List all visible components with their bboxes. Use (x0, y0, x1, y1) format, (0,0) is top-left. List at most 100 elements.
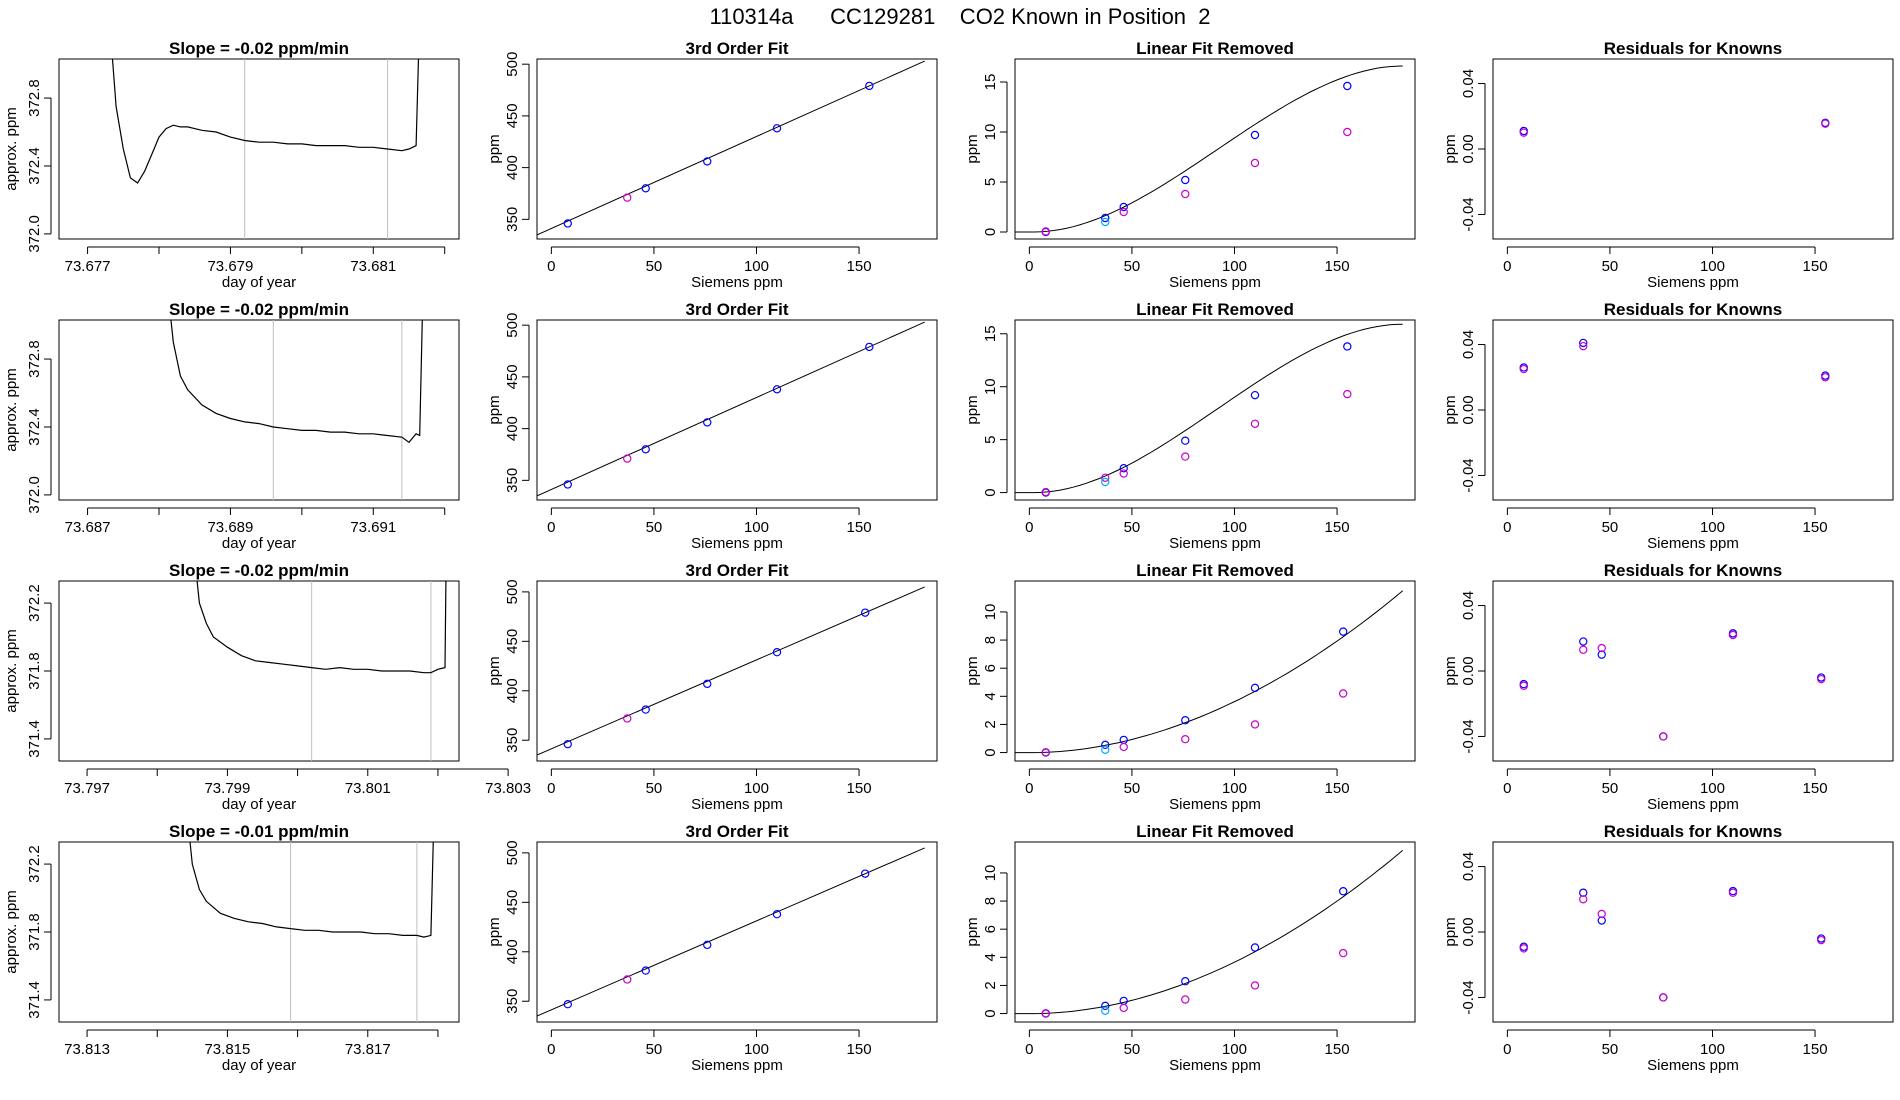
y-tick-label: 0.00 (1460, 917, 1477, 946)
panel-title: Residuals for Knowns (1604, 822, 1783, 841)
data-point (1597, 916, 1606, 925)
y-tick-label: 0.04 (1460, 69, 1477, 98)
data-point (1250, 943, 1260, 952)
y-tick-label: 0.00 (1460, 656, 1477, 685)
panel-title: Residuals for Knowns (1604, 39, 1783, 58)
y-tick-label: 5 (982, 435, 999, 443)
data-point (1181, 716, 1190, 725)
x-tick-label: 0 (1025, 1041, 1033, 1058)
y-tick-label: 8 (982, 636, 999, 644)
x-tick-label: 0 (1025, 780, 1033, 797)
data-point (772, 124, 782, 133)
y-tick-label: 10 (982, 124, 999, 141)
x-tick-label: 73.797 (64, 780, 110, 797)
data-point (1101, 1001, 1110, 1011)
y-tick-label: -0.04 (1460, 719, 1477, 753)
data-point (703, 679, 712, 689)
panel-r1-c3: Linear Fit Removed 0 50 100 150 Siemens ppm 0 5… (964, 39, 1416, 291)
data-point (703, 940, 712, 950)
data-point (772, 648, 782, 657)
panel-title: 3rd Order Fit (686, 300, 789, 319)
data-point (1041, 748, 1050, 757)
y-axis-label: ppm (964, 134, 981, 163)
y-tick-label: 350 (504, 207, 521, 232)
data-point (1250, 158, 1260, 168)
x-tick-label: 100 (744, 519, 769, 536)
y-tick-label: 15 (982, 74, 999, 91)
concentration-trace (189, 842, 434, 938)
x-tick-label: 50 (1124, 780, 1141, 797)
plot-frame (1014, 58, 1416, 240)
y-tick-label: 372.8 (26, 79, 43, 117)
x-tick-label: 0 (547, 258, 555, 275)
y-tick-label: 500 (504, 579, 521, 604)
plot-frame (1014, 319, 1416, 501)
plot-frame (1492, 319, 1894, 501)
panel-title: Linear Fit Removed (1136, 300, 1294, 319)
x-tick-label: 0 (1025, 519, 1033, 536)
x-tick-label: 0 (1503, 780, 1511, 797)
plot-frame (58, 580, 460, 762)
data-point (703, 157, 712, 166)
data-point (1343, 342, 1352, 351)
concentration-trace (196, 581, 447, 674)
y-axis-label: ppm (964, 917, 981, 946)
x-tick-label: 0 (1503, 519, 1511, 536)
data-point (1101, 217, 1110, 227)
x-axis-label: day of year (222, 1057, 296, 1074)
data-point (1817, 674, 1826, 684)
panel-r2-c4: Residuals for Knowns 0 50 100 150 Siemens ppm… (1442, 300, 1894, 552)
data-point (1181, 436, 1190, 445)
x-axis-label: Siemens ppm (691, 796, 783, 813)
plot-area (537, 321, 925, 497)
data-point (1659, 993, 1668, 1002)
y-axis-label: ppm (486, 134, 503, 163)
y-tick-label: 371.4 (26, 981, 43, 1019)
data-point (772, 909, 782, 919)
data-point (563, 999, 572, 1009)
y-tick-label: 372.4 (26, 147, 43, 185)
data-point (1659, 732, 1668, 741)
data-point (1101, 477, 1110, 487)
x-axis-label: Siemens ppm (1647, 1057, 1739, 1074)
panel-r3-c3: Linear Fit Removed 0 50 100 150 Siemens ppm 0 2… (964, 561, 1416, 813)
plot-area (537, 586, 925, 756)
y-tick-label: 0 (982, 748, 999, 756)
x-tick-label: 100 (744, 258, 769, 275)
y-axis-label: ppm (964, 395, 981, 424)
plot-frame (536, 580, 938, 762)
x-tick-label: 73.691 (350, 519, 396, 536)
x-tick-label: 73.689 (207, 519, 253, 536)
plot-area (1015, 590, 1404, 757)
data-point (623, 714, 632, 723)
y-tick-label: 0.00 (1460, 134, 1477, 163)
y-tick-label: 400 (504, 678, 521, 703)
y-tick-label: -0.04 (1460, 458, 1477, 492)
plot-frame (536, 319, 938, 501)
fit-line (537, 321, 925, 497)
y-tick-label: 6 (982, 925, 999, 933)
panel-title: Linear Fit Removed (1136, 39, 1294, 58)
data-point (1250, 683, 1260, 693)
data-point (1119, 996, 1128, 1006)
y-tick-label: 372.0 (26, 215, 43, 253)
plot-frame (58, 58, 460, 240)
y-tick-label: 372.8 (26, 340, 43, 378)
data-point (1579, 888, 1588, 897)
x-tick-label: 50 (646, 780, 663, 797)
data-point (1041, 1009, 1050, 1018)
y-tick-label: 8 (982, 897, 999, 905)
x-tick-label: 150 (847, 519, 872, 536)
x-tick-label: 150 (1325, 780, 1350, 797)
data-point (1579, 645, 1588, 654)
plot-area (537, 60, 925, 236)
data-point (1728, 630, 1738, 640)
y-axis-label: ppm (486, 917, 503, 946)
data-point (1339, 887, 1348, 896)
x-axis-label: Siemens ppm (1647, 274, 1739, 291)
data-point (1181, 189, 1190, 199)
y-tick-label: 0 (982, 488, 999, 496)
x-tick-label: 100 (744, 780, 769, 797)
data-point (1041, 487, 1050, 497)
